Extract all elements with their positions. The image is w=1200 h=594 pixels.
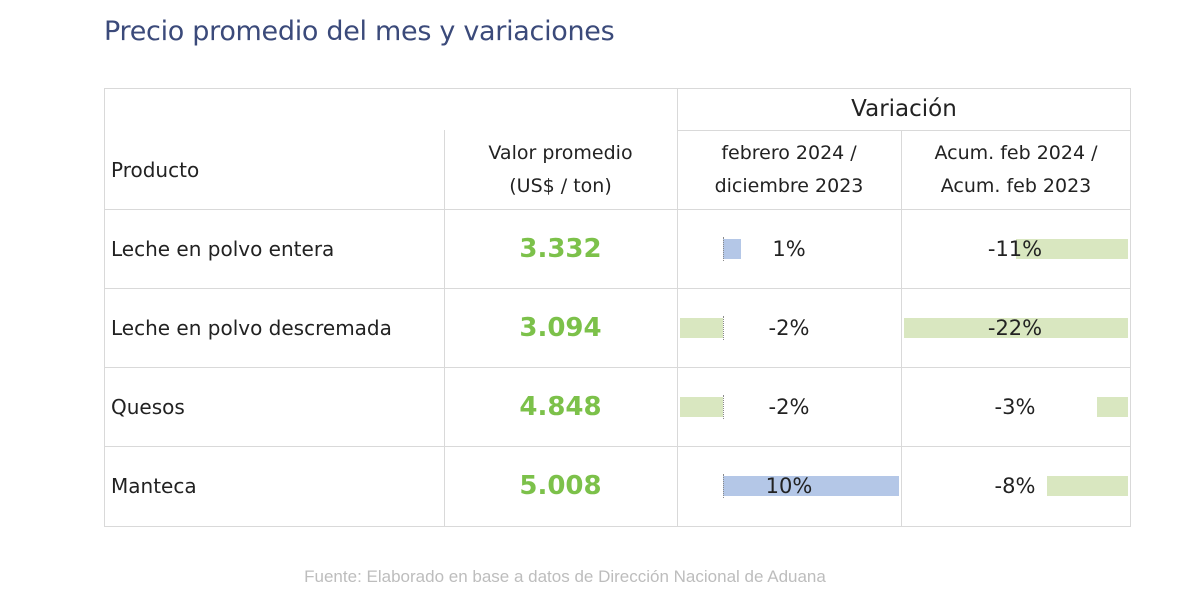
bar-axis-tick bbox=[723, 394, 724, 419]
variation-label-monthly: -2% bbox=[768, 315, 810, 340]
average-value: 3.332 bbox=[519, 233, 602, 264]
header-producto: Producto bbox=[111, 157, 200, 182]
header-var2-line2: Acum. feb 2023 bbox=[940, 174, 1092, 197]
header-var2-line1: Acum. feb 2024 / bbox=[934, 141, 1098, 164]
variation-bar-monthly bbox=[680, 317, 723, 338]
table-divider bbox=[104, 209, 1131, 210]
variation-bar-accumulated bbox=[1046, 475, 1128, 496]
variation-bar-monthly bbox=[680, 396, 723, 417]
header-var1-line1: febrero 2024 / bbox=[721, 141, 857, 164]
table-divider bbox=[677, 88, 678, 527]
header-valor-promedio: Valor promedio (US$ / ton) bbox=[444, 130, 677, 209]
table-divider bbox=[901, 130, 902, 527]
table-divider bbox=[104, 367, 1131, 368]
product-name: Leche en polvo descremada bbox=[111, 315, 392, 340]
bar-axis-tick bbox=[723, 473, 724, 498]
variation-bar-accumulated bbox=[1016, 238, 1128, 259]
header-variacion-mensual: febrero 2024 / diciembre 2023 bbox=[677, 130, 901, 209]
product-name: Quesos bbox=[111, 394, 185, 419]
header-valor-line1: Valor promedio bbox=[488, 141, 633, 164]
variation-bar-monthly bbox=[723, 238, 741, 259]
header-valor-line2: (US$ / ton) bbox=[509, 174, 612, 197]
header-variacion-acumulada: Acum. feb 2024 / Acum. feb 2023 bbox=[901, 130, 1131, 209]
variation-bar-monthly bbox=[723, 475, 899, 496]
variation-label-accumulated: -8% bbox=[994, 473, 1036, 498]
variation-bar-accumulated bbox=[904, 317, 1128, 338]
average-value: 3.094 bbox=[519, 312, 602, 343]
source-note: Fuente: Elaborado en base a datos de Dir… bbox=[304, 567, 826, 586]
price-variation-table: Variación Producto Valor promedio (US$ /… bbox=[104, 88, 1131, 527]
table-divider bbox=[444, 130, 445, 527]
table-border-top bbox=[104, 88, 1131, 89]
variation-bar-accumulated bbox=[1097, 396, 1128, 417]
bar-axis-tick bbox=[723, 236, 724, 261]
table-border-right bbox=[1130, 88, 1131, 527]
variation-label-accumulated: -11% bbox=[987, 236, 1043, 261]
table-divider bbox=[677, 130, 1131, 131]
table-border-left bbox=[104, 88, 105, 527]
header-var1-line2: diciembre 2023 bbox=[714, 174, 864, 197]
table-border-bottom bbox=[104, 526, 1131, 527]
variation-label-monthly: 10% bbox=[765, 473, 813, 498]
bar-axis-tick bbox=[723, 315, 724, 340]
variation-label-accumulated: -3% bbox=[994, 394, 1036, 419]
variation-label-monthly: -2% bbox=[768, 394, 810, 419]
page-title: Precio promedio del mes y variaciones bbox=[104, 16, 615, 47]
group-header-variacion: Variación bbox=[851, 96, 957, 122]
average-value: 5.008 bbox=[519, 470, 602, 501]
variation-label-monthly: 1% bbox=[772, 236, 806, 261]
table-divider bbox=[104, 288, 1131, 289]
table-divider bbox=[104, 446, 1131, 447]
product-name: Leche en polvo entera bbox=[111, 236, 335, 261]
average-value: 4.848 bbox=[519, 391, 602, 422]
variation-label-accumulated: -22% bbox=[987, 315, 1043, 340]
product-name: Manteca bbox=[111, 473, 197, 498]
